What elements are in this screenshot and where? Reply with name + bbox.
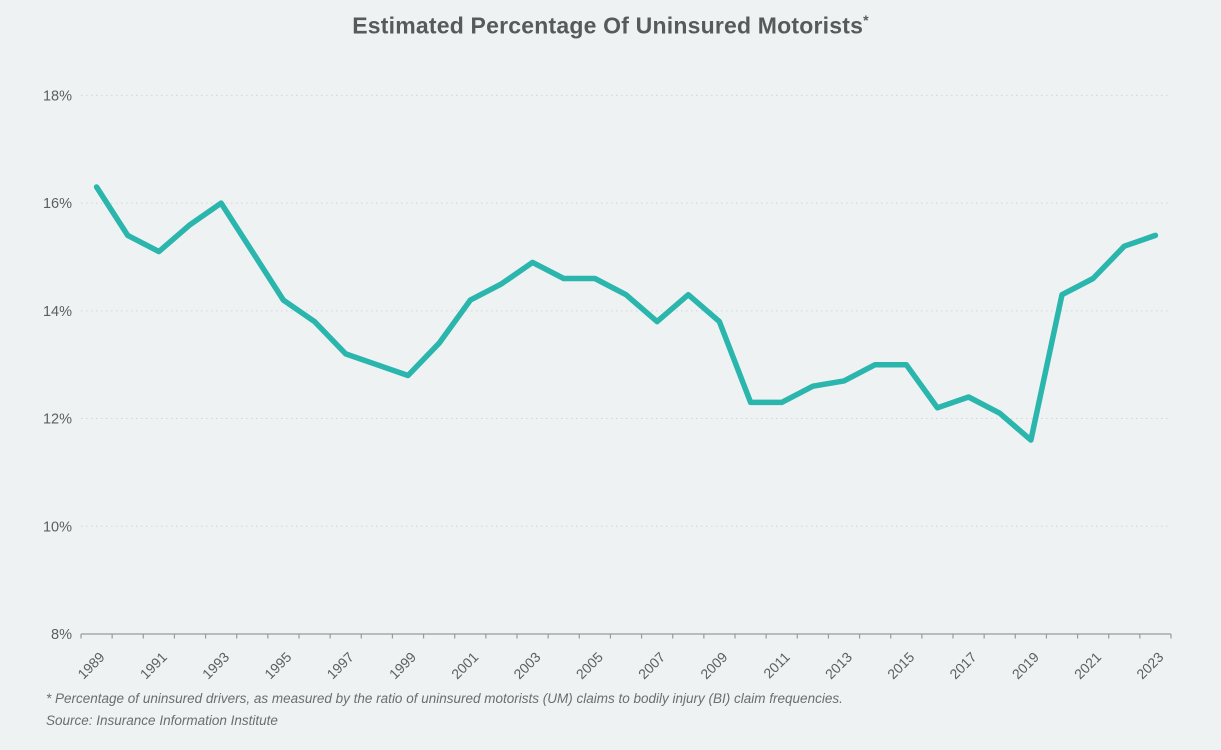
- x-tick-label: 1997: [323, 649, 356, 682]
- chart-footnote: * Percentage of uninsured drivers, as me…: [46, 688, 1146, 732]
- x-tick-label: 1995: [261, 649, 294, 682]
- x-tick-label: 2005: [573, 649, 606, 682]
- x-tick-label: 2001: [448, 649, 481, 682]
- x-tick-label: 2011: [760, 649, 793, 682]
- y-tick-label: 16%: [43, 196, 72, 212]
- chart-title: Estimated Percentage Of Uninsured Motori…: [0, 12, 1221, 40]
- x-tick-label: 1999: [386, 649, 419, 682]
- y-tick-label: 18%: [43, 88, 72, 104]
- x-tick-label: 2021: [1071, 649, 1104, 682]
- x-tick-label: 2007: [635, 649, 668, 682]
- x-tick-label: 2015: [884, 649, 917, 682]
- y-tick-label: 14%: [43, 304, 72, 320]
- data-line-uninsured-motorists: [93, 184, 1159, 443]
- chart-title-asterisk: *: [863, 12, 869, 28]
- y-tick-label: 10%: [43, 519, 72, 535]
- y-tick-label: 12%: [43, 412, 72, 428]
- footnote-definition: * Percentage of uninsured drivers, as me…: [46, 691, 843, 706]
- x-tick-label: 2003: [510, 649, 543, 682]
- x-tick-label: 1993: [199, 649, 232, 682]
- x-tick-label: 2019: [1009, 649, 1042, 682]
- x-tick-label: 1989: [74, 649, 107, 682]
- chart-title-text: Estimated Percentage Of Uninsured Motori…: [352, 12, 864, 39]
- x-tick-label: 2023: [1133, 649, 1166, 682]
- x-tick-label: 2013: [822, 649, 855, 682]
- x-tick-label: 2017: [946, 649, 979, 682]
- footnote-source: Source: Insurance Information Institute: [46, 713, 278, 728]
- y-tick-label: 8%: [51, 627, 72, 643]
- x-tick-label: 1991: [137, 649, 170, 682]
- x-tick-label: 2009: [697, 649, 730, 682]
